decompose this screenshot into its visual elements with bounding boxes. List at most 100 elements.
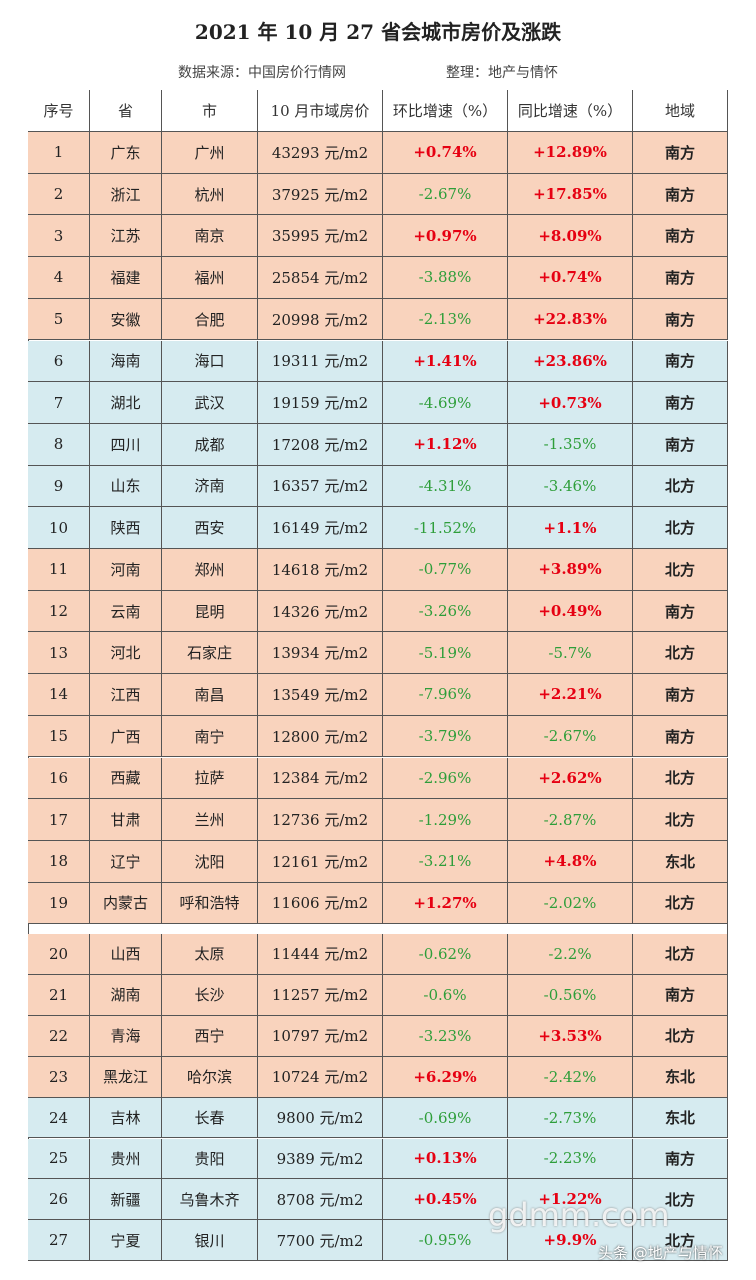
table-cell: 东北 <box>633 1056 728 1098</box>
header-cell: 地域 <box>633 90 728 132</box>
table-cell: +3.53% <box>508 1015 633 1057</box>
table-cell: 南方 <box>633 715 728 758</box>
table-cell: 东北 <box>633 840 728 883</box>
table-cell: 12161 元/m2 <box>258 840 383 883</box>
table-cell: 25854 元/m2 <box>258 257 383 299</box>
table-cell: -5.7% <box>508 632 633 675</box>
table-cell: 12800 元/m2 <box>258 715 383 758</box>
table-cell: +2.21% <box>508 674 633 716</box>
table-cell: 11 <box>28 549 90 591</box>
table-cell: -0.6% <box>383 974 508 1016</box>
table-cell: 广东 <box>90 132 162 174</box>
table-cell: 银川 <box>162 1220 258 1262</box>
table-cell: +17.85% <box>508 173 633 216</box>
table-cell: -3.21% <box>383 840 508 883</box>
table-cell: 贵州 <box>90 1138 162 1180</box>
table-cell: 辽宁 <box>90 840 162 883</box>
table-cell: 北方 <box>633 465 728 508</box>
watermark-site: gdmm.com <box>488 1196 670 1234</box>
source: 数据来源：中国房价行情网 <box>178 65 346 81</box>
table-cell: 北方 <box>633 1220 728 1262</box>
table-cell: 山西 <box>90 934 162 975</box>
table-cell: 37925 元/m2 <box>258 173 383 216</box>
table-cell: 贵阳 <box>162 1138 258 1180</box>
table-cell: 13549 元/m2 <box>258 674 383 716</box>
table-cell: -0.95% <box>383 1220 508 1262</box>
table-cell: -3.23% <box>383 1015 508 1057</box>
table-cell: 吉林 <box>90 1097 162 1139</box>
header-cell: 环比增速（%） <box>383 90 508 132</box>
table-cell: 北方 <box>633 549 728 591</box>
table-cell: 东北 <box>633 1097 728 1139</box>
table-cell: 南京 <box>162 215 258 258</box>
table-cell: 16 <box>28 757 90 800</box>
table-cell: 43293 元/m2 <box>258 132 383 174</box>
table-cell: 8 <box>28 423 90 466</box>
table-cell: 11444 元/m2 <box>258 934 383 975</box>
table-cell: 21 <box>28 974 90 1016</box>
table-cell: 北方 <box>633 507 728 549</box>
header-cell: 序号 <box>28 90 90 132</box>
table-cell: 25 <box>28 1138 90 1180</box>
table-cell: 成都 <box>162 423 258 466</box>
table-cell: -0.62% <box>383 934 508 975</box>
table-cell: 青海 <box>90 1015 162 1057</box>
table-cell: -4.31% <box>383 465 508 508</box>
table-cell: 武汉 <box>162 382 258 424</box>
table-cell: +1.22% <box>508 1179 633 1221</box>
table-cell: 宁夏 <box>90 1220 162 1262</box>
table-cell: 西安 <box>162 507 258 549</box>
header-cell: 省 <box>90 90 162 132</box>
table-cell: +12.89% <box>508 132 633 174</box>
table-cell: 14 <box>28 674 90 716</box>
table-cell: 18 <box>28 840 90 883</box>
table-cell: 浙江 <box>90 173 162 216</box>
table-cell: 12736 元/m2 <box>258 799 383 841</box>
table-cell: -11.52% <box>383 507 508 549</box>
table-cell: +0.45% <box>383 1179 508 1221</box>
table-cell: 南方 <box>633 974 728 1016</box>
table-cell: 南方 <box>633 1138 728 1180</box>
table-cell: 北方 <box>633 632 728 675</box>
table-cell: 南方 <box>633 132 728 174</box>
table-cell: 北方 <box>633 934 728 975</box>
table-cell: +0.74% <box>383 132 508 174</box>
table-cell: +1.12% <box>383 423 508 466</box>
table-cell: 南方 <box>633 257 728 299</box>
table-cell: 北方 <box>633 757 728 800</box>
table-cell: 福州 <box>162 257 258 299</box>
table-cell: 10 <box>28 507 90 549</box>
table-cell: 南方 <box>633 298 728 341</box>
table-cell: 南昌 <box>162 674 258 716</box>
table-cell: -2.02% <box>508 882 633 925</box>
table-cell: 广州 <box>162 132 258 174</box>
header-cell: 市 <box>162 90 258 132</box>
table-cell: -3.46% <box>508 465 633 508</box>
table-cell: 16357 元/m2 <box>258 465 383 508</box>
table-cell: 合肥 <box>162 298 258 341</box>
table-cell: 27 <box>28 1220 90 1262</box>
table-cell: 13 <box>28 632 90 675</box>
table-cell: 福建 <box>90 257 162 299</box>
table-cell: 北方 <box>633 1015 728 1057</box>
table-cell: 9 <box>28 465 90 508</box>
table-cell: 14326 元/m2 <box>258 590 383 633</box>
table-cell: 杭州 <box>162 173 258 216</box>
table-cell: -3.88% <box>383 257 508 299</box>
table-cell: 拉萨 <box>162 757 258 800</box>
table-cell: 呼和浩特 <box>162 882 258 925</box>
table-cell: +3.89% <box>508 549 633 591</box>
table-cell: 6 <box>28 340 90 383</box>
table-cell: 长春 <box>162 1097 258 1139</box>
table-cell: +1.27% <box>383 882 508 925</box>
table-cell: 北方 <box>633 799 728 841</box>
table-cell: 新疆 <box>90 1179 162 1221</box>
table-cell: +0.97% <box>383 215 508 258</box>
table-cell: +6.29% <box>383 1056 508 1098</box>
table-cell: 8708 元/m2 <box>258 1179 383 1221</box>
table-cell: 10797 元/m2 <box>258 1015 383 1057</box>
table-cell: 12384 元/m2 <box>258 757 383 800</box>
table-cell: -2.23% <box>508 1138 633 1180</box>
table-cell: -2.2% <box>508 934 633 975</box>
table-cell: -2.96% <box>383 757 508 800</box>
